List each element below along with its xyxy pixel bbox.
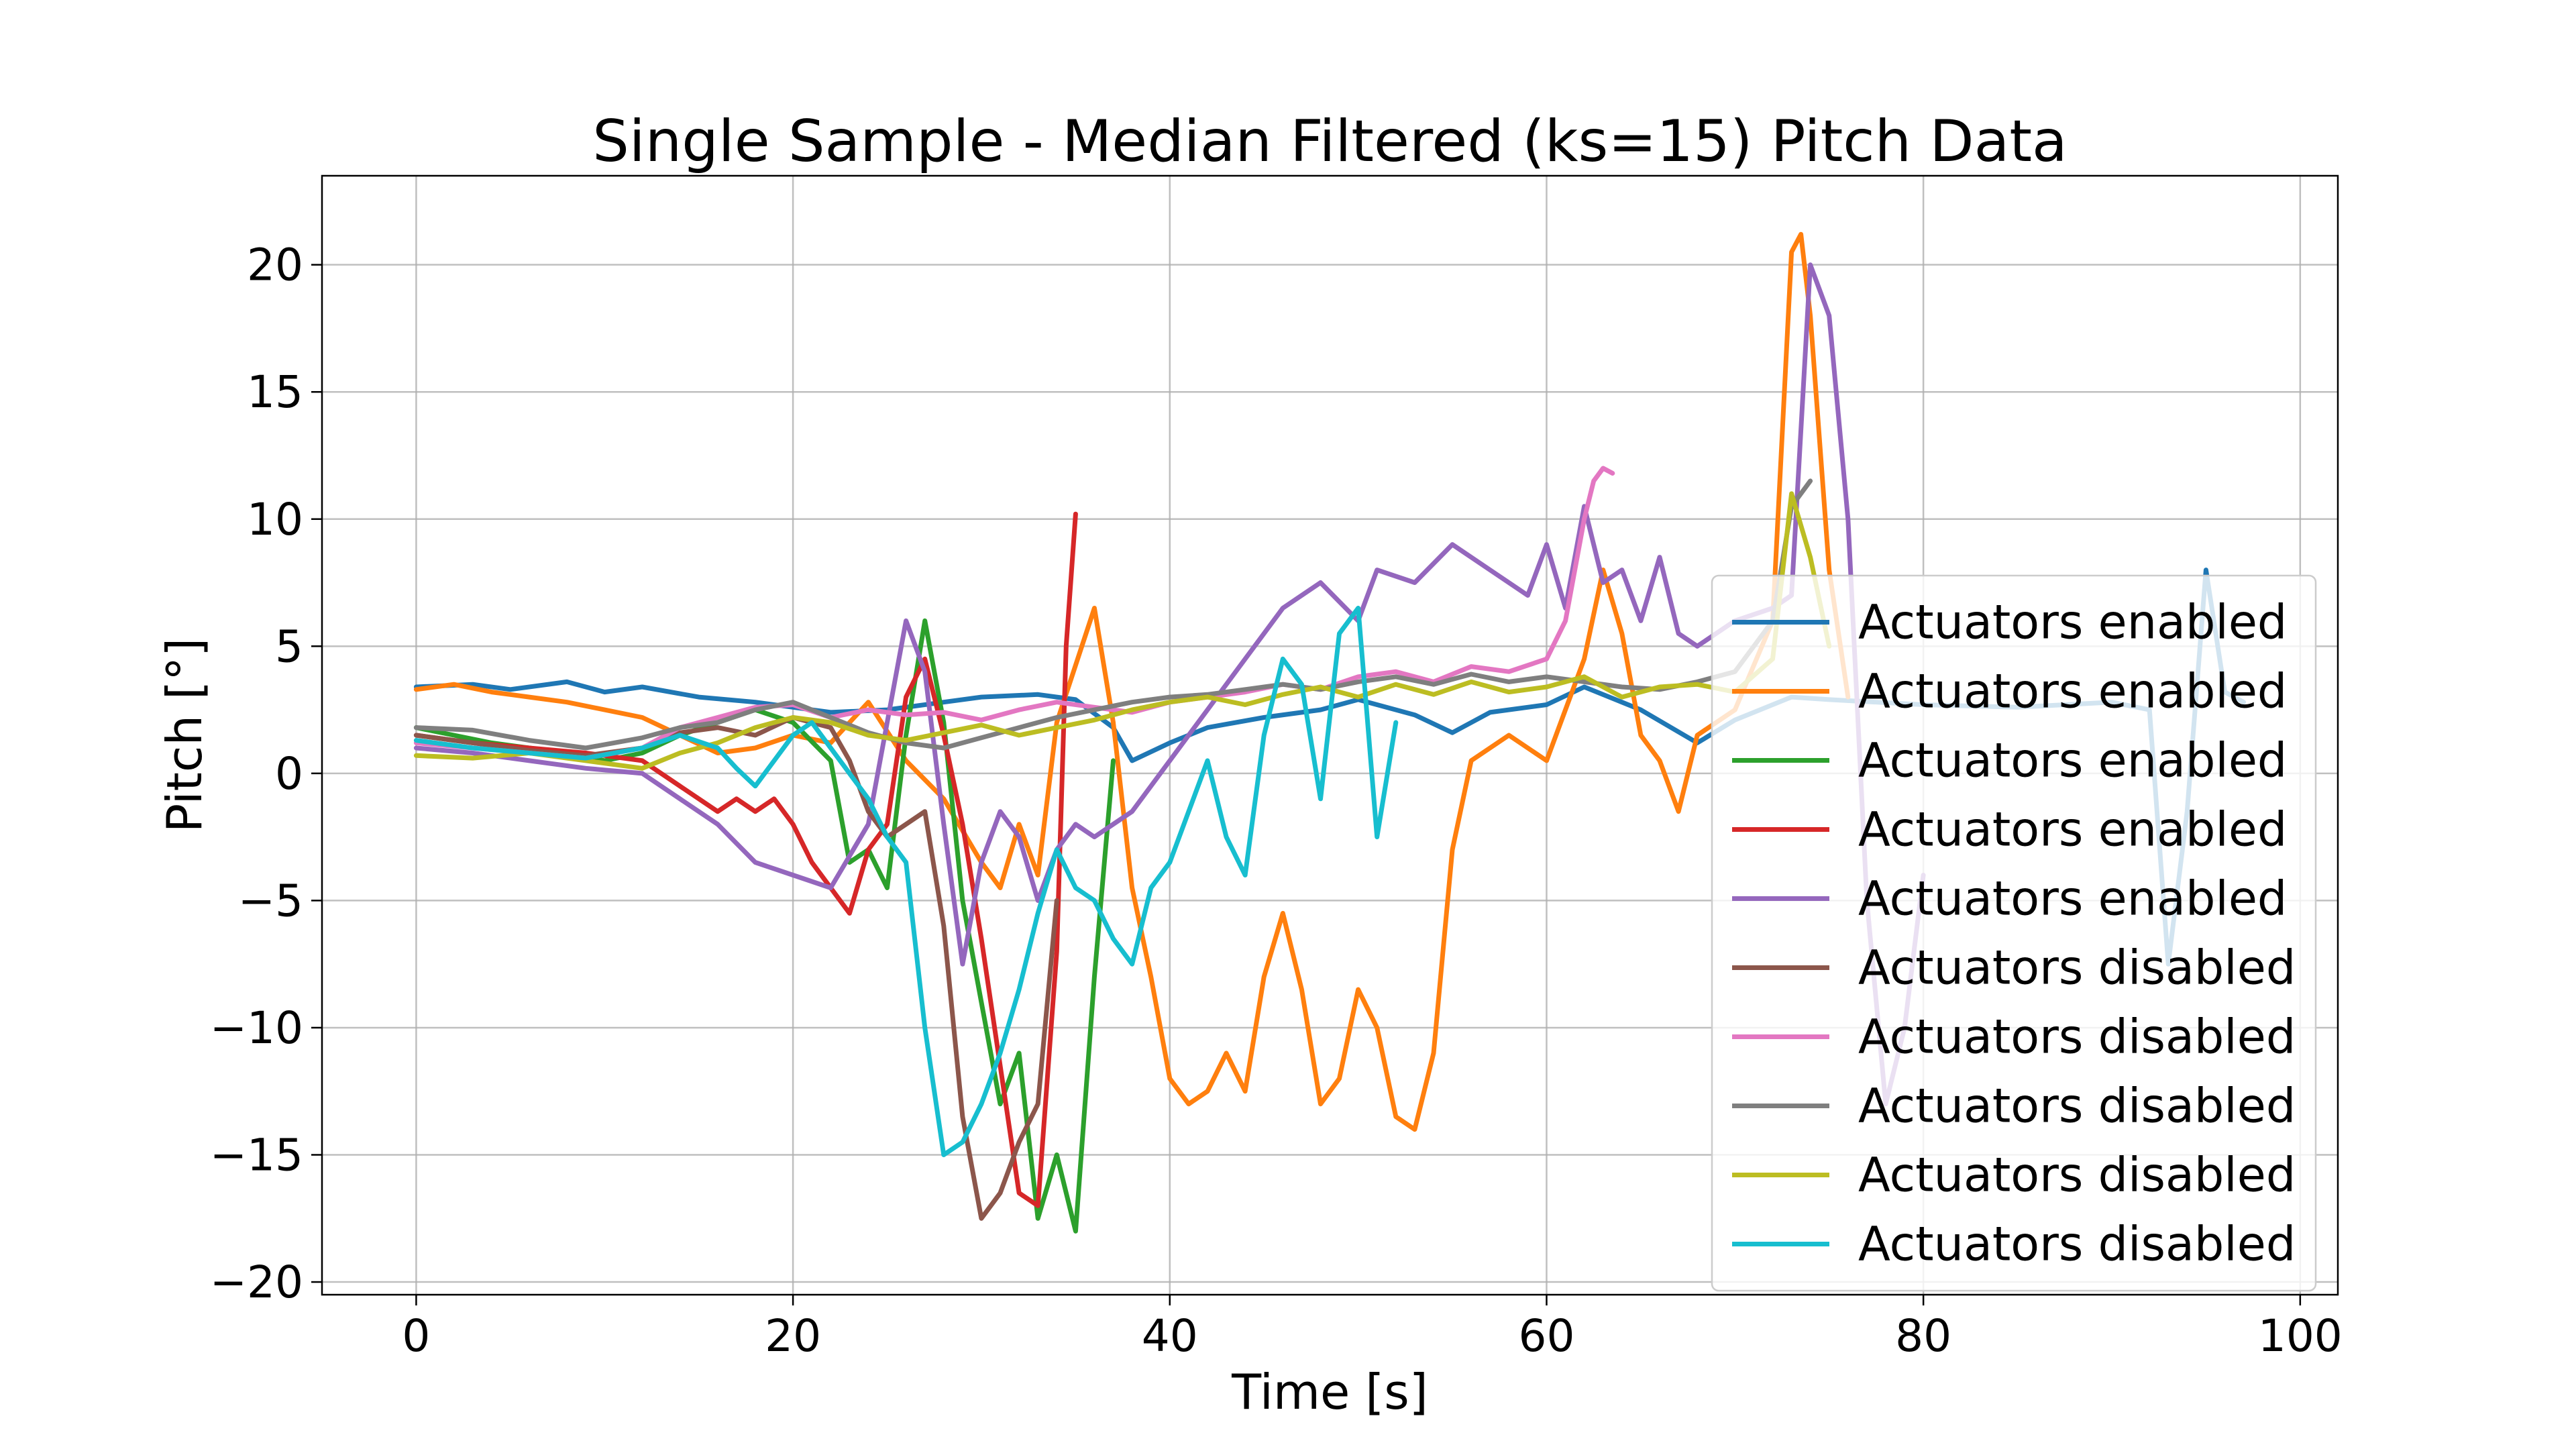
x-tick-label: 100 — [2258, 1310, 2343, 1362]
series-line-7 — [413, 466, 1615, 761]
plot-frame — [321, 174, 2339, 1296]
legend-label: Actuators enabled — [1858, 595, 2287, 650]
legend-label: Actuators disabled — [1858, 1217, 2296, 1272]
series-line-4 — [413, 511, 1078, 1208]
x-tick-label: 20 — [765, 1310, 821, 1362]
x-axis-label: Time [s] — [1231, 1364, 1428, 1420]
y-tick-label: 15 — [247, 366, 303, 418]
x-tick-label: 60 — [1518, 1310, 1574, 1362]
y-tick-label: 5 — [275, 621, 303, 672]
y-tick-label: −5 — [238, 875, 303, 926]
legend-label: Actuators enabled — [1858, 871, 2287, 926]
axis-ticks: 0 20 40 60 80 100 −20 −15 −10 −5 0 5 10 15 20 — [210, 239, 2343, 1362]
series-line-2 — [413, 231, 1851, 1132]
y-tick-label: −20 — [210, 1256, 303, 1308]
x-tick-label: 40 — [1142, 1310, 1198, 1362]
legend-frame — [1711, 574, 2317, 1292]
y-axis-label: Pitch [°] — [156, 638, 213, 833]
series-line-8 — [413, 478, 1813, 751]
series-line-9 — [413, 491, 1832, 771]
y-tick-label: 0 — [275, 748, 303, 800]
legend: Actuators enabled Actuators enabled Actuat… — [1711, 574, 2317, 1292]
legend-label: Actuators disabled — [1858, 1079, 2296, 1134]
x-tick-label: 0 — [402, 1310, 430, 1362]
legend-label: Actuators disabled — [1858, 941, 2296, 996]
y-tick-label: −15 — [210, 1130, 303, 1181]
x-tick-label: 80 — [1895, 1310, 1951, 1362]
legend-label: Actuators enabled — [1858, 802, 2287, 857]
y-tick-label: 10 — [247, 494, 303, 545]
legend-label: Actuators enabled — [1858, 664, 2287, 719]
y-tick-label: 20 — [247, 239, 303, 291]
y-tick-label: −10 — [210, 1002, 303, 1054]
chart-title: Single Sample - Median Filtered (ks=15) … — [592, 108, 2068, 175]
legend-label: Actuators enabled — [1858, 733, 2287, 788]
legend-label: Actuators disabled — [1858, 1148, 2296, 1203]
legend-label: Actuators disabled — [1858, 1010, 2296, 1065]
series-line-10 — [413, 606, 1399, 1157]
plot-area — [413, 231, 2247, 1234]
